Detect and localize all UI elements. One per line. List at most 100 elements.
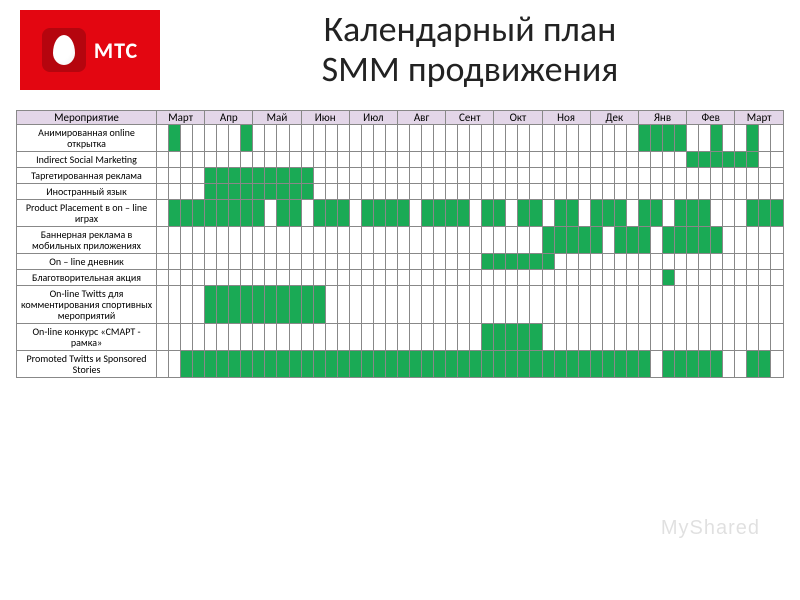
gantt-cell: [578, 324, 590, 351]
gantt-cell: [771, 227, 784, 254]
gantt-cell: [626, 152, 638, 168]
gantt-cell: [169, 324, 181, 351]
gantt-cell: [518, 227, 530, 254]
gantt-cell: [723, 254, 735, 270]
gantt-cell: [422, 324, 434, 351]
gantt-cell: [494, 324, 506, 351]
gantt-cell: [759, 184, 771, 200]
gantt-cell: [759, 152, 771, 168]
gantt-cell: [265, 254, 277, 270]
gantt-cell: [217, 254, 229, 270]
gantt-cell: [325, 200, 337, 227]
gantt-cell: [470, 200, 482, 227]
gantt-cell: [638, 270, 650, 286]
gantt-cell: [590, 125, 602, 152]
gantt-cell: [422, 254, 434, 270]
gantt-cell: [759, 168, 771, 184]
gantt-cell: [578, 168, 590, 184]
gantt-cell: [325, 227, 337, 254]
gantt-cell: [711, 125, 723, 152]
gantt-cell: [446, 184, 458, 200]
gantt-cell: [675, 254, 687, 270]
gantt-cell: [289, 200, 301, 227]
gantt-cell: [434, 254, 446, 270]
gantt-cell: [626, 351, 638, 378]
gantt-cell: [253, 184, 265, 200]
gantt-cell: [638, 324, 650, 351]
gantt-cell: [638, 286, 650, 324]
gantt-cell: [747, 351, 759, 378]
gantt-cell: [650, 152, 662, 168]
gantt-cell: [578, 200, 590, 227]
col-month: Сент: [446, 111, 494, 125]
gantt-cell: [337, 152, 349, 168]
gantt-cell: [542, 152, 554, 168]
gantt-cell: [566, 125, 578, 152]
gantt-cell: [458, 324, 470, 351]
gantt-cell: [205, 227, 217, 254]
gantt-cell: [349, 125, 361, 152]
col-month: Ноя: [542, 111, 590, 125]
gantt-cell: [253, 286, 265, 324]
gantt-cell: [662, 270, 674, 286]
gantt-cell: [193, 152, 205, 168]
gantt-cell: [662, 200, 674, 227]
gantt-cell: [337, 227, 349, 254]
gantt-cell: [590, 254, 602, 270]
gantt-cell: [265, 324, 277, 351]
gantt-cell: [566, 168, 578, 184]
gantt-cell: [662, 324, 674, 351]
gantt-cell: [193, 324, 205, 351]
gantt-cell: [181, 184, 193, 200]
gantt-cell: [638, 184, 650, 200]
gantt-cell: [229, 351, 241, 378]
gantt-cell: [590, 270, 602, 286]
gantt-cell: [542, 200, 554, 227]
table-row: Promoted Twitts и Sponsored Stories: [17, 351, 784, 378]
gantt-cell: [711, 184, 723, 200]
gantt-cell: [699, 351, 711, 378]
gantt-cell: [675, 200, 687, 227]
gantt-cell: [723, 184, 735, 200]
gantt-body: Анимированная online открыткаIndirect So…: [17, 125, 784, 378]
gantt-cell: [458, 351, 470, 378]
gantt-cell: [747, 254, 759, 270]
gantt-cell: [217, 227, 229, 254]
gantt-cell: [385, 152, 397, 168]
gantt-cell: [446, 270, 458, 286]
gantt-cell: [482, 324, 494, 351]
gantt-cell: [735, 270, 747, 286]
gantt-cell: [337, 200, 349, 227]
gantt-cell: [470, 324, 482, 351]
gantt-cell: [157, 351, 169, 378]
gantt-cell: [229, 286, 241, 324]
gantt-head: МероприятиеМартАпрМайИюнИюлАвгСентОктНоя…: [17, 111, 784, 125]
gantt-cell: [349, 200, 361, 227]
gantt-cell: [675, 227, 687, 254]
row-label: Баннерная реклама в мобильных приложения…: [17, 227, 157, 254]
gantt-cell: [422, 227, 434, 254]
gantt-cell: [458, 254, 470, 270]
gantt-cell: [397, 324, 409, 351]
gantt-cell: [518, 286, 530, 324]
gantt-cell: [494, 152, 506, 168]
gantt-cell: [253, 227, 265, 254]
gantt-cell: [614, 125, 626, 152]
gantt-cell: [397, 254, 409, 270]
row-label: On-line конкурс «СМАРТ - рамка»: [17, 324, 157, 351]
row-label: Иностранный язык: [17, 184, 157, 200]
gantt-cell: [675, 351, 687, 378]
gantt-cell: [723, 168, 735, 184]
gantt-cell: [711, 227, 723, 254]
gantt-cell: [265, 200, 277, 227]
gantt-cell: [675, 270, 687, 286]
gantt-cell: [554, 227, 566, 254]
gantt-cell: [277, 324, 289, 351]
gantt-cell: [349, 286, 361, 324]
gantt-cell: [301, 286, 313, 324]
gantt-cell: [687, 227, 699, 254]
gantt-cell: [434, 286, 446, 324]
gantt-cell: [409, 200, 421, 227]
gantt-cell: [301, 324, 313, 351]
gantt-cell: [301, 227, 313, 254]
